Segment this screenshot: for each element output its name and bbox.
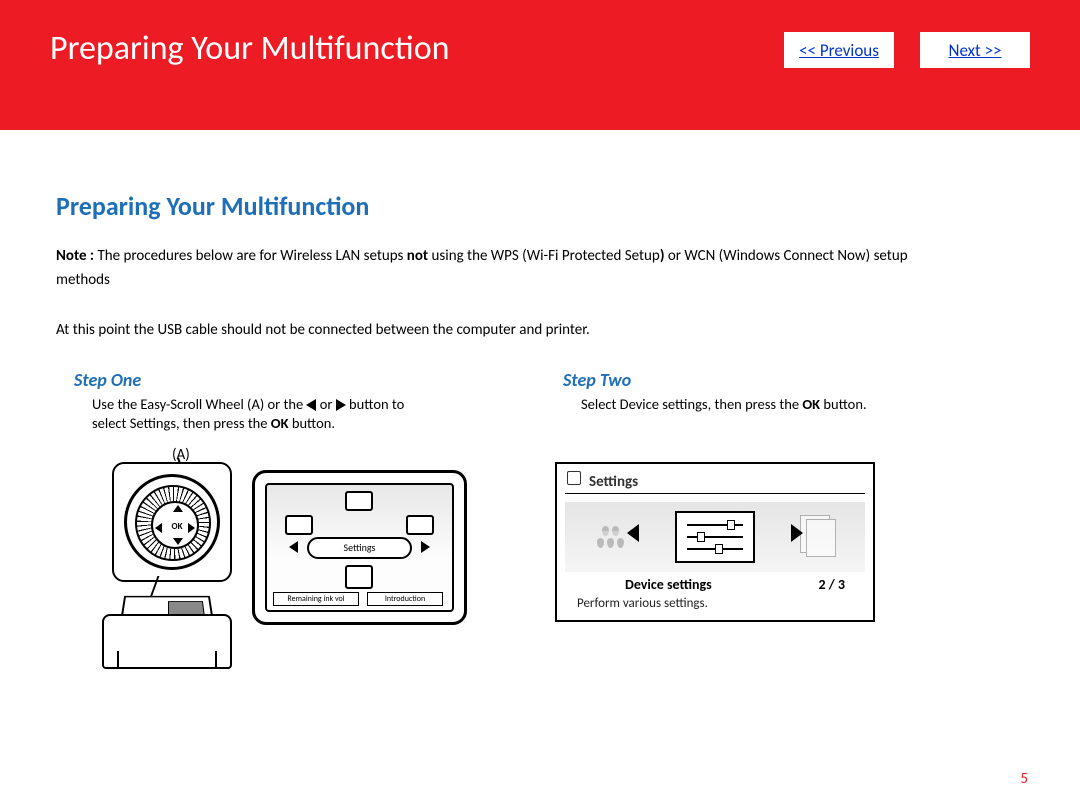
note-p3: or WCN (Windows Connect Now) setup <box>665 247 908 265</box>
step-two: Step Two Select Device settings, then pr… <box>545 369 1024 669</box>
printer-drawing <box>92 579 242 669</box>
page-number: 5 <box>1020 770 1028 788</box>
screen-right-icon <box>406 515 434 535</box>
s2-t1: Select Device settings, then press the <box>581 395 802 413</box>
s2-t2: button. <box>820 395 867 413</box>
content-area: Preparing Your Multifunction Note : The … <box>0 130 1080 669</box>
wheel-down-icon <box>173 538 183 545</box>
device-settings-label: Device settings <box>625 576 712 593</box>
header-title: Preparing Your Multifunction <box>50 28 450 69</box>
settings-carousel <box>565 502 865 572</box>
wheel-left-icon <box>155 523 162 533</box>
s1-t2: or <box>316 395 335 413</box>
section-title: Preparing Your Multifunction <box>56 190 1024 222</box>
s1-t3: button to <box>346 395 404 413</box>
printer-screen-frame: Settings Remaining ink vol Introduction <box>252 470 467 625</box>
wheel-right-icon <box>188 523 195 533</box>
screen-arrow-right-icon <box>421 541 430 553</box>
screen-bottom-button-1: Remaining ink vol <box>273 592 359 606</box>
step-two-title: Step Two <box>563 369 1024 391</box>
wheel-mid: OK <box>151 501 199 549</box>
wheel-ring: OK <box>135 485 211 561</box>
note-lead: Note : <box>56 247 94 265</box>
carousel-arrow-right-icon <box>791 524 803 542</box>
screen-top-icon <box>345 491 373 511</box>
note-line-1: Note : The procedures below are for Wire… <box>56 246 1024 266</box>
s1-t1: Use the Easy-Scroll Wheel (A) or the <box>92 395 306 413</box>
carousel-arrow-left-icon <box>627 524 639 542</box>
s1-t5: button. <box>289 414 336 432</box>
next-button[interactable]: Next >> <box>920 32 1030 68</box>
step-two-body: Select Device settings, then press the O… <box>581 395 1024 415</box>
s2-ok: OK <box>802 395 820 413</box>
nav-buttons: << Previous Next >> <box>784 32 1030 68</box>
device-settings-icon <box>675 511 755 563</box>
header-bar: Preparing Your Multifunction << Previous… <box>0 0 1080 130</box>
step-one-body: Use the Easy-Scroll Wheel (A) or the or … <box>92 395 535 434</box>
wheel-outer: OK <box>124 474 220 570</box>
scroll-wheel-box: OK <box>112 462 232 582</box>
screen-bottom-button-2: Introduction <box>367 592 443 606</box>
screen-bottom-icon <box>345 565 373 589</box>
printer-tray <box>117 651 217 669</box>
printer-screen-inner: Settings Remaining ink vol Introduction <box>265 483 454 612</box>
step-one-title: Step One <box>74 369 535 391</box>
wheel-up-icon <box>173 505 183 512</box>
note-p2: using the WPS (Wi-Fi Protected Setup <box>428 247 660 265</box>
screen-left-icon <box>285 515 313 535</box>
previous-button[interactable]: << Previous <box>784 32 894 68</box>
label-a: (A) <box>172 446 190 464</box>
note-line-2: methods <box>56 270 1024 290</box>
s1-ok: OK <box>271 414 289 432</box>
right-arrow-icon <box>336 399 346 411</box>
s1-t4: select Settings, then press the <box>92 414 271 432</box>
device-settings-page: 2 / 3 <box>818 576 845 593</box>
device-settings-label-row: Device settings 2 / 3 <box>565 576 865 593</box>
steps-row: Step One Use the Easy-Scroll Wheel (A) o… <box>56 369 1024 669</box>
intro-line: At this point the USB cable should not b… <box>56 321 1024 339</box>
settings-screen-title: Settings <box>565 470 865 494</box>
device-settings-sub: Perform various settings. <box>577 596 708 611</box>
screen-arrow-left-icon <box>289 541 298 553</box>
step-one: Step One Use the Easy-Scroll Wheel (A) o… <box>56 369 535 669</box>
note-b1: not <box>407 247 428 265</box>
left-arrow-icon <box>306 399 316 411</box>
wheel-ok-label: OK <box>168 518 186 536</box>
screen-settings-pill: Settings <box>307 537 412 559</box>
step-two-illustration: Settings <box>555 462 875 622</box>
step-one-illustration: (A) OK <box>92 454 472 669</box>
note-p1: The procedures below are for Wireless LA… <box>94 247 407 265</box>
